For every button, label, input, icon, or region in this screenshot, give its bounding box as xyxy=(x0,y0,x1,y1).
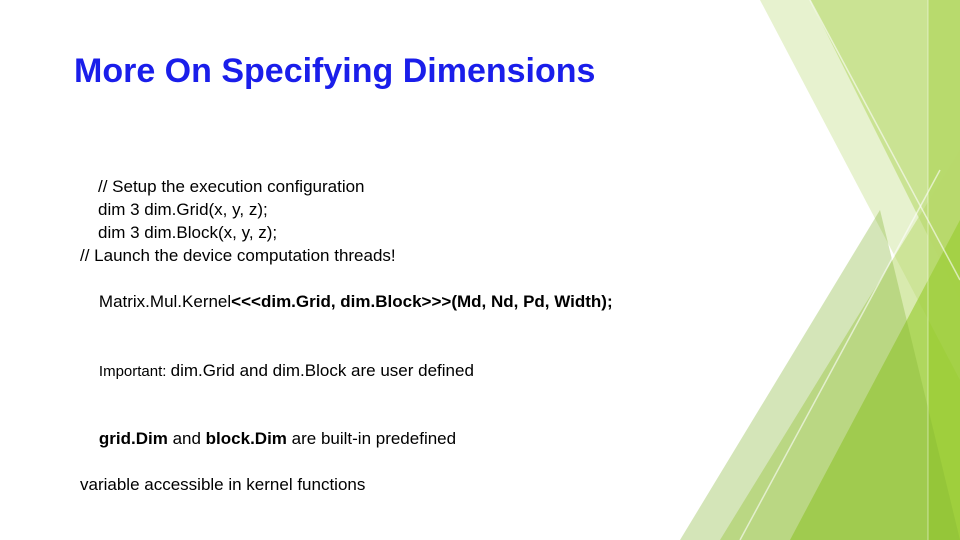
text-span: Matrix.Mul.Kernel xyxy=(99,292,231,311)
code-line: grid.Dim and block.Dim are built-in pred… xyxy=(80,405,613,474)
slide-title: More On Specifying Dimensions xyxy=(74,52,595,91)
text-span: are built-in predefined xyxy=(287,429,456,448)
code-line: Important: dim.Grid and dim.Block are us… xyxy=(80,337,613,406)
code-line: variable accessible in kernel functions xyxy=(80,474,613,497)
code-line: // Launch the device computation threads… xyxy=(80,245,613,268)
text-span: and xyxy=(168,429,206,448)
bold-span: block.Dim xyxy=(206,429,287,448)
text-span: Important: xyxy=(99,363,171,380)
code-line: Matrix.Mul.Kernel<<<dim.Grid, dim.Block>… xyxy=(80,268,613,337)
slide-decoration xyxy=(680,0,960,540)
text-span: dim.Grid and dim.Block are user defined xyxy=(171,361,474,380)
code-line: dim 3 dim.Grid(x, y, z); xyxy=(80,199,613,222)
code-line: dim 3 dim.Block(x, y, z); xyxy=(80,222,613,245)
code-line: // Setup the execution configuration xyxy=(80,176,613,199)
slide-body: // Setup the execution configuration dim… xyxy=(80,176,613,497)
bold-span: grid.Dim xyxy=(99,429,168,448)
bold-span: <<<dim.Grid, dim.Block>>>(Md, Nd, Pd, Wi… xyxy=(231,292,612,311)
